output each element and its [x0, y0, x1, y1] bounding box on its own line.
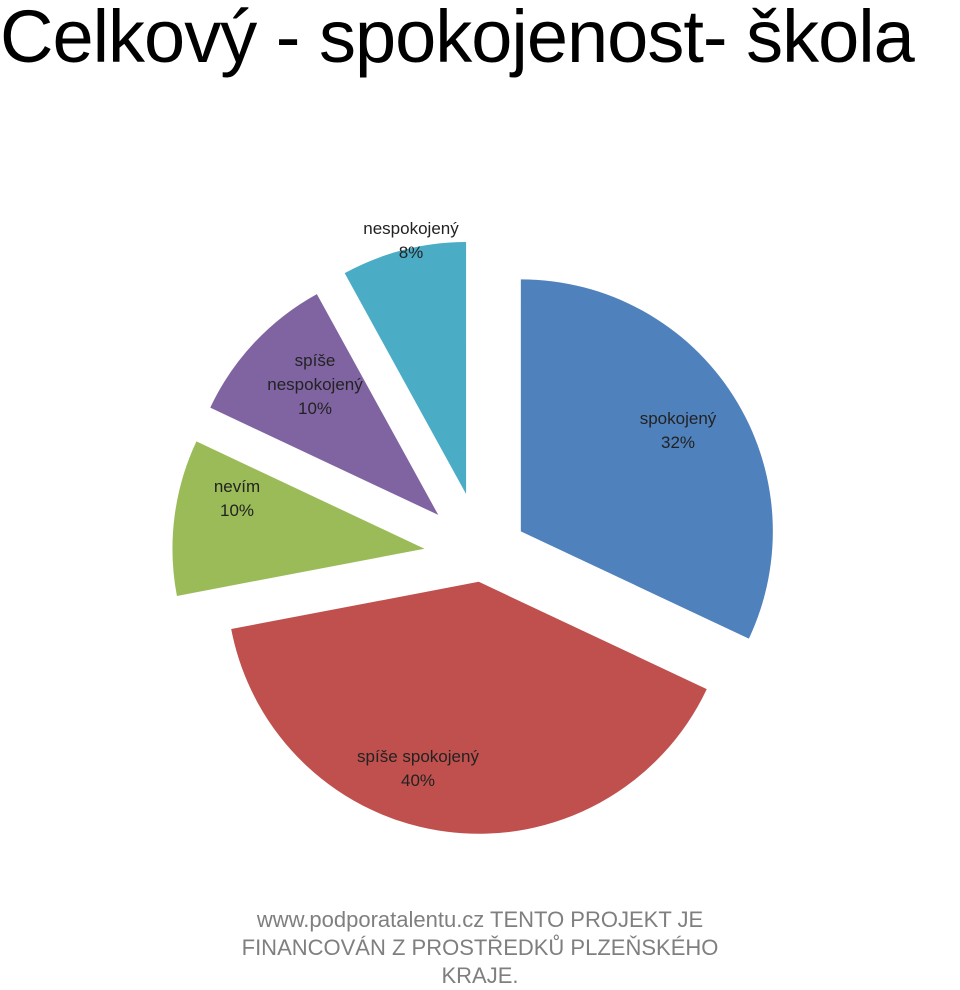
slice-label-nespokojený: nespokojený 8%	[363, 219, 459, 262]
slice-label-spíše-nespokojený: spíše nespokojený 10%	[267, 351, 363, 418]
pie-slice-nespokojený	[344, 242, 467, 495]
pie-slice-spíše-nespokojený	[210, 294, 439, 515]
footer-url[interactable]: www.podporatalentu.cz	[256, 907, 485, 932]
footer: www.podporatalentu.cz TENTO PROJEKT JE F…	[230, 906, 730, 990]
pie-slice-spíše-spokojený	[231, 581, 707, 834]
slice-label-nevím: nevím 10%	[214, 477, 260, 520]
pie-slice-nevím	[172, 441, 425, 596]
pie-slice-spokojený	[520, 279, 773, 639]
footer-text: TENTO PROJEKT JE FINANCOVÁN Z PROSTŘEDKŮ…	[241, 907, 719, 988]
slide-title: Celkový - spokojenost- škola	[0, 0, 915, 78]
slice-label-spíše-spokojený: spíše spokojený 40%	[357, 747, 479, 790]
slice-label-spokojený: spokojený 32%	[640, 409, 717, 452]
